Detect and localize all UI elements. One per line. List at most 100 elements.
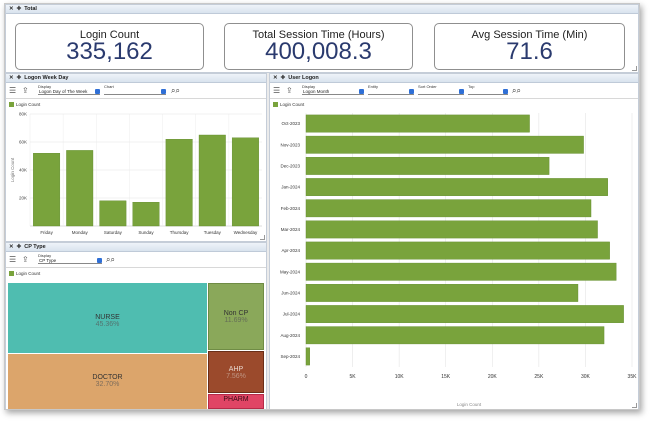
- export-icon[interactable]: ⇪: [22, 86, 29, 95]
- bar: [305, 135, 584, 154]
- legend-swatch: [9, 102, 14, 107]
- toolbar: ☰ ⇪ Display CP Type ⌕⌕: [6, 252, 266, 268]
- treemap-cell-name: AHP: [228, 366, 244, 373]
- x-axis-label: Login Count: [457, 402, 482, 407]
- panel-title: CP Type: [24, 244, 46, 250]
- x-tick-label: Tuesday: [204, 230, 222, 235]
- resize-handle-icon[interactable]: [632, 403, 637, 408]
- chevron-down-icon: [95, 89, 100, 94]
- display-select[interactable]: Logon Month: [302, 89, 364, 95]
- binoculars-icon[interactable]: ⌕⌕: [512, 86, 521, 95]
- entity-label: Entity: [368, 84, 379, 89]
- display-select[interactable]: CP Type: [38, 258, 102, 264]
- close-icon[interactable]: ✕: [9, 75, 14, 81]
- binoculars-icon[interactable]: ⌕⌕: [106, 255, 115, 264]
- kpi-avg-session-time: Avg Session Time (Min) 71.6: [434, 23, 625, 70]
- x-tick-label: 35K: [628, 374, 638, 380]
- x-tick-label: 30K: [581, 374, 591, 380]
- treemap-cell-pct: 45.36%: [95, 321, 120, 328]
- y-tick-label: 20K: [19, 196, 27, 201]
- display-label: Display: [302, 84, 316, 89]
- y-tick-label: May-2024: [280, 269, 301, 274]
- list-icon[interactable]: ☰: [9, 255, 17, 264]
- sort-order-select[interactable]: [418, 89, 464, 95]
- bar: [305, 114, 530, 133]
- display-label: Display: [38, 253, 52, 258]
- dashboard-frame: ✕ ✚ Total Login Count 335,162 Total Sessio…: [4, 3, 640, 410]
- bar: [305, 284, 579, 302]
- export-icon[interactable]: ⇪: [22, 255, 29, 264]
- close-icon[interactable]: ✕: [9, 6, 14, 12]
- move-icon[interactable]: ✚: [16, 75, 22, 81]
- move-icon[interactable]: ✚: [16, 244, 22, 250]
- chevron-down-icon: [97, 258, 102, 263]
- binoculars-icon[interactable]: ⌕⌕: [171, 86, 180, 95]
- chevron-down-icon: [409, 89, 414, 94]
- kpi-total-session-time: Total Session Time (Hours) 400,008.3: [224, 23, 413, 70]
- treemap-cell-ahp[interactable]: AHP 7.56%: [208, 351, 264, 393]
- close-icon[interactable]: ✕: [9, 244, 14, 250]
- bar: [305, 241, 610, 260]
- treemap-cell-pharm[interactable]: PHARM: [208, 394, 264, 409]
- treemap-cell-pct: 32.70%: [95, 381, 120, 388]
- chart-select[interactable]: [104, 89, 166, 95]
- display-select[interactable]: Logon Day of The Week: [38, 89, 100, 95]
- treemap-cell-non-cp[interactable]: Non CP 11.69%: [208, 283, 264, 350]
- display-select-value: CP Type: [39, 258, 57, 263]
- x-tick-label: Wednesday: [234, 230, 258, 235]
- top-select[interactable]: [468, 89, 508, 95]
- y-tick-label: 60K: [19, 140, 27, 145]
- weekday-bar-chart: 20K 40K 60K 80K Friday Monday Saturday Sunday Th…: [10, 112, 262, 235]
- chart-legend: Login Count: [6, 100, 266, 109]
- kpi-label: Total Session Time (Hours): [252, 29, 385, 41]
- x-tick-label: Sunday: [138, 230, 154, 235]
- chevron-down-icon: [459, 89, 464, 94]
- bar: [132, 201, 160, 227]
- bar: [305, 220, 598, 239]
- panel-title: User Logon: [288, 75, 319, 81]
- y-tick-label: Oct-2023: [281, 121, 300, 126]
- treemap-cell-name: Non CP: [223, 310, 249, 317]
- display-select-value: Logon Day of The Week: [39, 89, 88, 94]
- panel-title: Total: [24, 6, 37, 12]
- logon-week-day-titlebar: ✕ ✚ Logon Week Day: [6, 74, 266, 83]
- legend-label: Login Count: [16, 271, 41, 276]
- chart-label: Chart: [104, 84, 114, 89]
- bar: [305, 347, 310, 366]
- bar: [305, 199, 592, 218]
- x-tick-label: 10K: [395, 374, 405, 380]
- toolbar: ☰ ⇪ Display Logon Month Entity Sort Orde…: [270, 83, 638, 99]
- total-panel-titlebar: ✕ ✚ Total: [6, 5, 638, 14]
- bar: [33, 153, 61, 227]
- move-icon[interactable]: ✚: [280, 75, 286, 81]
- y-tick-label: Feb-2024: [281, 206, 301, 211]
- move-icon[interactable]: ✚: [16, 6, 22, 12]
- resize-handle-icon[interactable]: [260, 235, 265, 240]
- bar: [66, 150, 94, 227]
- x-tick-label: Saturday: [104, 230, 123, 235]
- treemap-cell-doctor[interactable]: DOCTOR 32.70%: [8, 354, 207, 409]
- treemap-cell-nurse[interactable]: NURSE 45.36%: [8, 283, 207, 353]
- top-label: Top: [468, 84, 475, 89]
- list-icon[interactable]: ☰: [273, 86, 281, 95]
- treemap-cell-pct: 7.56%: [226, 373, 246, 380]
- sort-order-label: Sort Order: [418, 84, 437, 89]
- bar: [99, 200, 127, 227]
- entity-select[interactable]: [368, 89, 414, 95]
- x-tick-label: 20K: [488, 374, 498, 380]
- kpi-label: Avg Session Time (Min): [471, 29, 588, 41]
- list-icon[interactable]: ☰: [9, 86, 17, 95]
- export-icon[interactable]: ⇪: [286, 86, 293, 95]
- display-label: Display: [38, 84, 52, 89]
- cp-type-treemap: NURSE 45.36% DOCTOR 32.70% Non CP 11.69%…: [8, 283, 264, 409]
- legend-swatch: [273, 102, 278, 107]
- resize-handle-icon[interactable]: [632, 66, 637, 71]
- treemap-cell-name: PHARM: [223, 396, 249, 403]
- user-logon-panel: ✕ ✚ User Logon ☰ ⇪ Display Logon Month Ent…: [269, 73, 639, 409]
- legend-label: Login Count: [280, 102, 305, 107]
- close-icon[interactable]: ✕: [273, 75, 278, 81]
- treemap-cell-pct: 11.69%: [224, 317, 248, 324]
- kpi-value: 71.6: [506, 38, 553, 65]
- x-tick-label: 15K: [441, 374, 451, 380]
- monthly-logon-bar-chart: 0 5K 10K 15K 20K 25K 30K 35K Oct-2023 Nov-2023 Dec…: [280, 113, 638, 407]
